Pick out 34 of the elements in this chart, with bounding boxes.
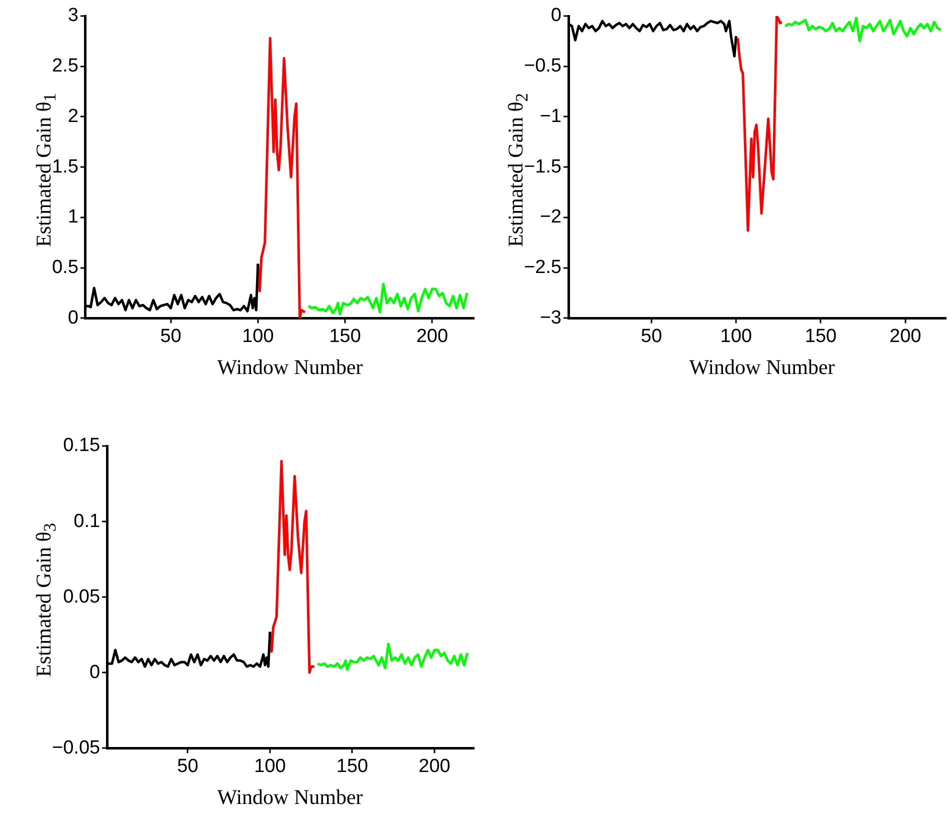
y-tick-label: −0.5 bbox=[524, 56, 562, 77]
x-axis-title: Window Number bbox=[217, 355, 363, 380]
y-tick-label: 0.5 bbox=[52, 257, 78, 278]
y-tick-label: −2 bbox=[540, 206, 562, 228]
y-tick-label: −0.05 bbox=[52, 737, 100, 758]
y-tick-label: 0 bbox=[89, 662, 100, 683]
x-tick-label: 100 bbox=[242, 326, 274, 347]
x-tick-label: 100 bbox=[720, 326, 752, 347]
y-tick-label: 2.5 bbox=[52, 56, 78, 77]
x-tick-label: 200 bbox=[416, 326, 448, 347]
x-tick-label: 200 bbox=[890, 326, 922, 347]
y-tick-label: 0 bbox=[68, 307, 78, 328]
y-tick-label: −3 bbox=[540, 307, 562, 328]
x-tick-label: 150 bbox=[336, 756, 368, 777]
y-tick-label: 0 bbox=[550, 5, 562, 26]
y-tick-label: −2.5 bbox=[524, 257, 562, 278]
x-tick-label: 50 bbox=[640, 326, 662, 347]
y-tick-label: −1.5 bbox=[524, 156, 562, 178]
y-tick-label: 0.1 bbox=[74, 510, 100, 532]
x-axis-title: Window Number bbox=[217, 785, 363, 810]
x-tick-label: 100 bbox=[254, 756, 286, 777]
x-tick-label: 200 bbox=[418, 756, 450, 777]
y-tick-label: 3 bbox=[68, 5, 78, 26]
x-axis-title: Window Number bbox=[689, 355, 835, 380]
y-tick-label: 0.05 bbox=[63, 586, 100, 608]
x-tick-label: 50 bbox=[177, 756, 198, 777]
x-tick-label: 50 bbox=[160, 326, 182, 347]
x-tick-label: 150 bbox=[329, 326, 361, 347]
y-tick-label: 1.5 bbox=[52, 156, 78, 178]
x-tick-label: 150 bbox=[804, 326, 837, 347]
y-tick-label: −1 bbox=[540, 106, 562, 127]
y-tick-label: 1 bbox=[68, 206, 78, 228]
y-tick-label: 0.15 bbox=[63, 435, 100, 456]
y-tick-label: 2 bbox=[68, 106, 78, 127]
